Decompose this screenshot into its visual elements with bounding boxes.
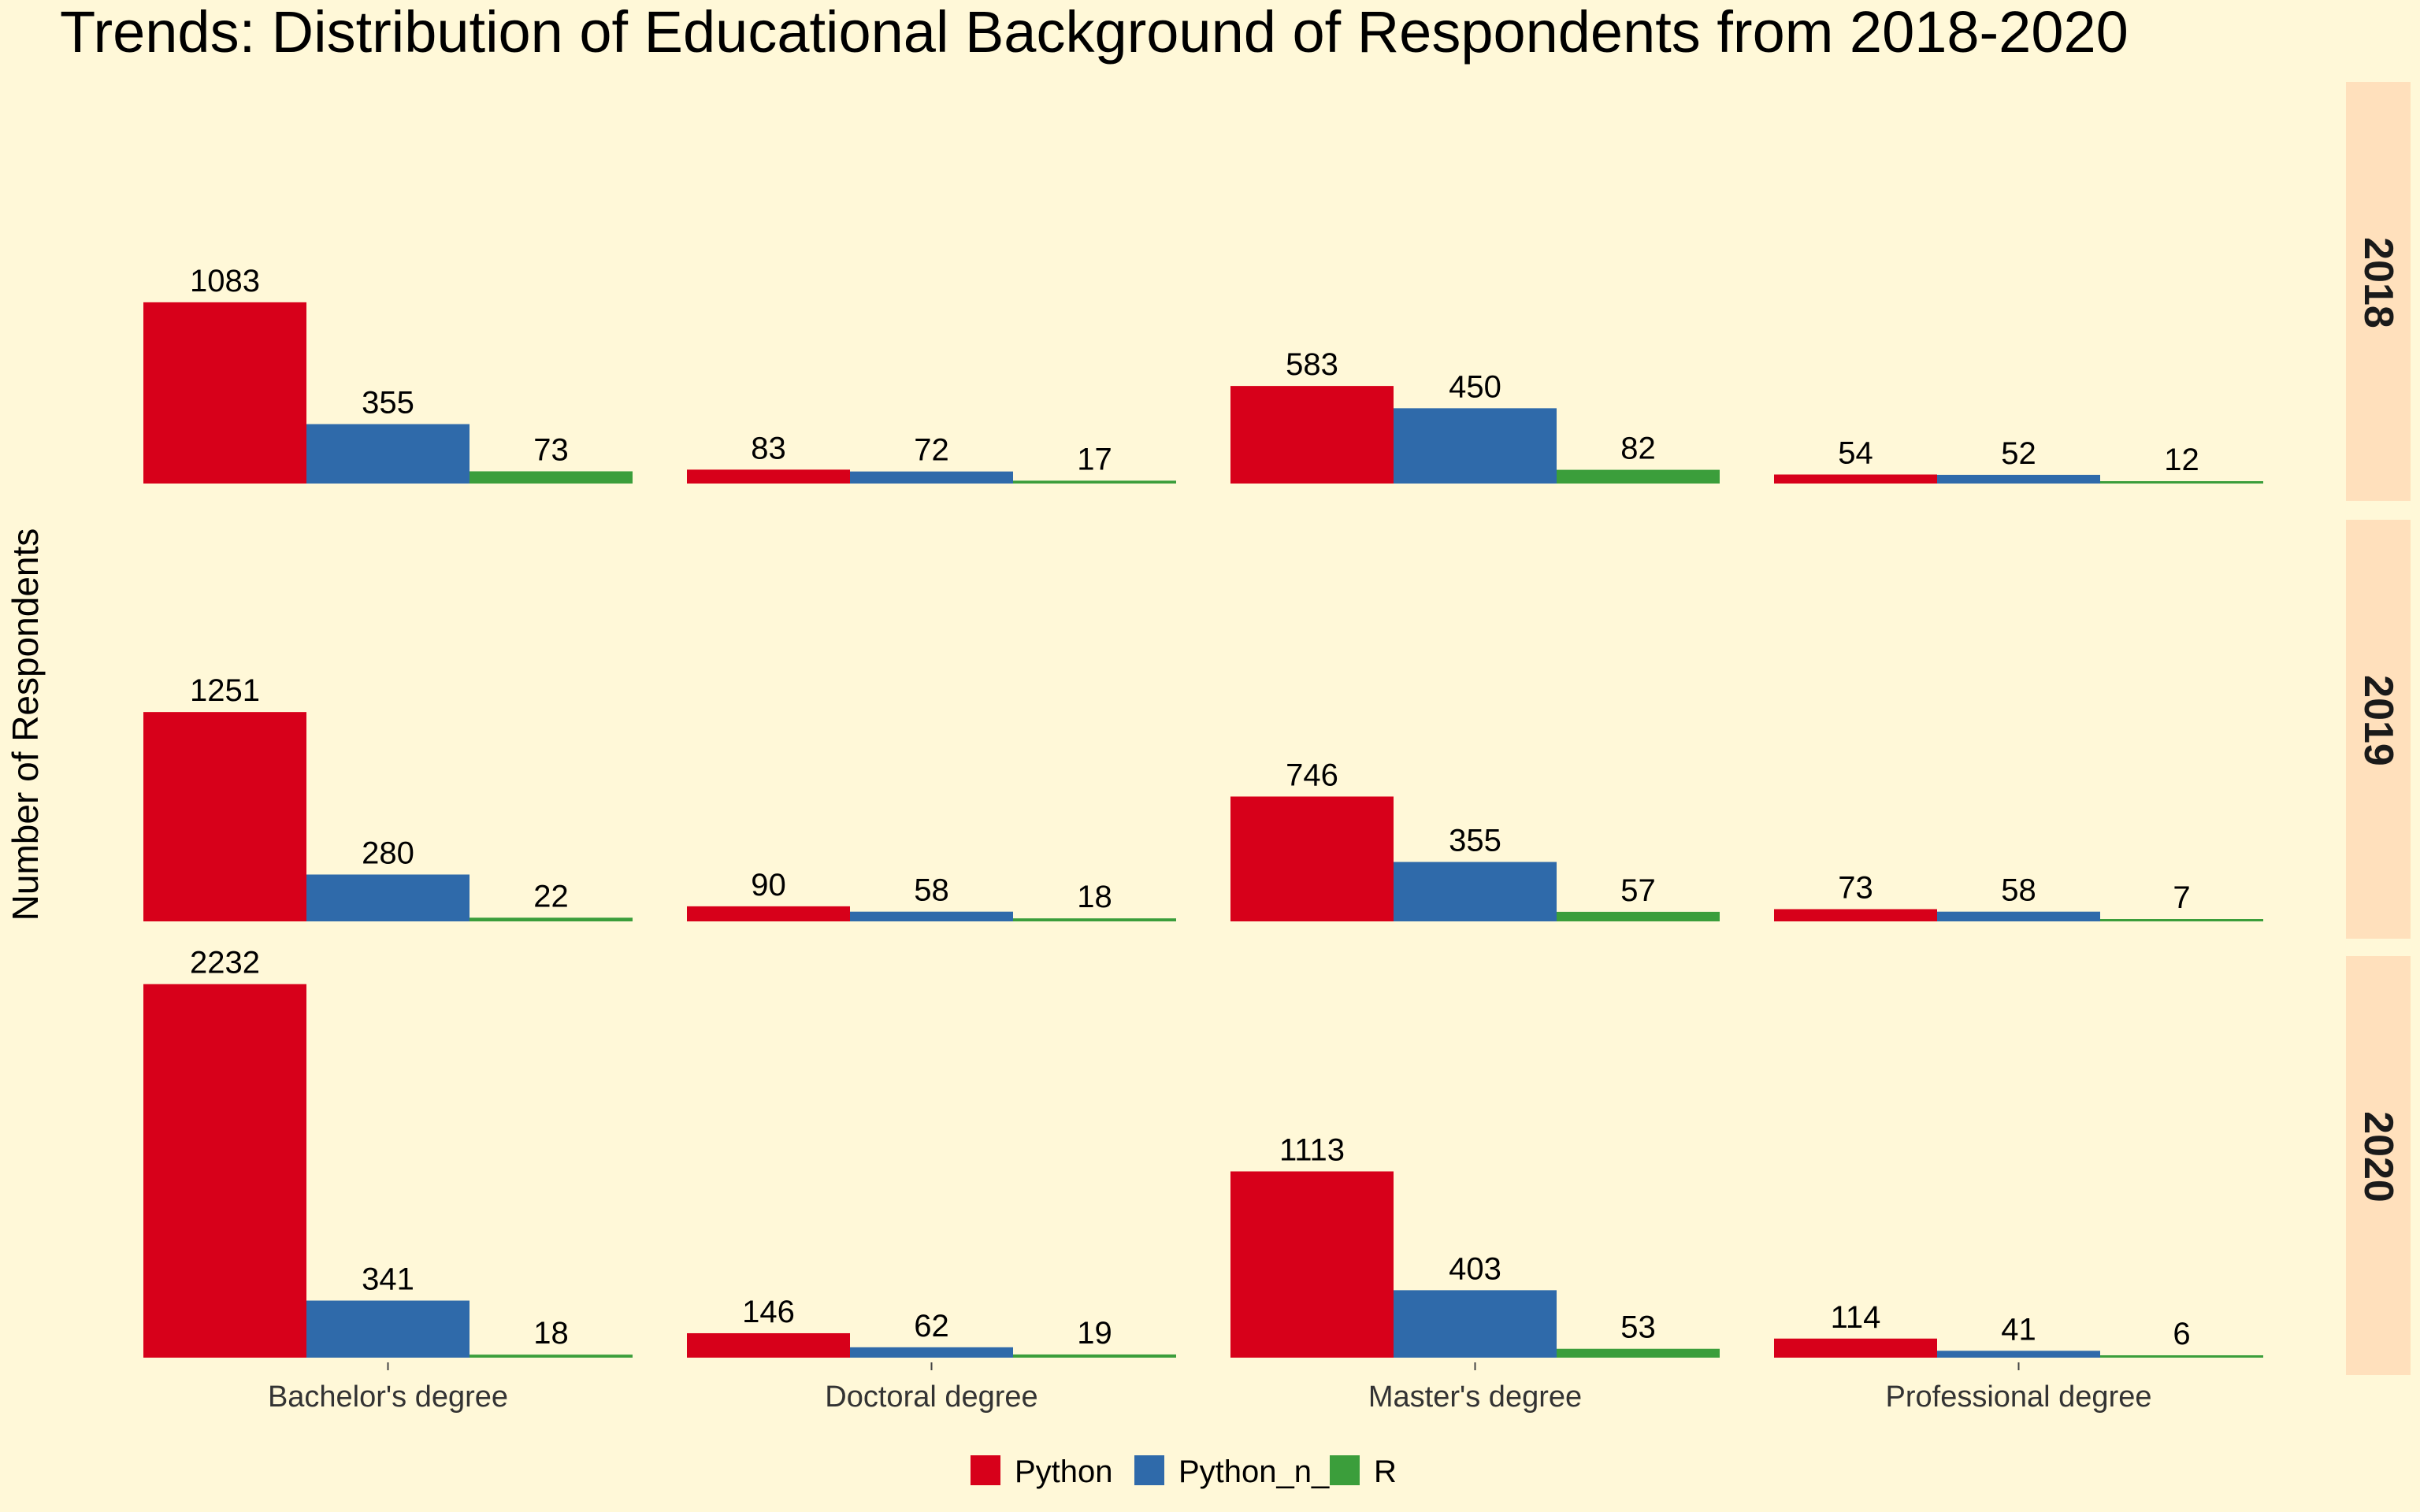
value-label-2020-master-s-degree-r: 53 <box>1620 1310 1656 1345</box>
bar-2020-master-s-degree-python <box>1230 1171 1394 1358</box>
bar-2019-master-s-degree-python-n-r <box>1394 862 1557 921</box>
value-label-2019-doctoral-degree-python: 90 <box>751 868 786 902</box>
legend-swatch-python <box>971 1455 1000 1485</box>
value-label-2018-professional-degree-python: 54 <box>1838 436 1873 471</box>
bar-2020-professional-degree-python <box>1774 1338 1937 1358</box>
legend-swatch-python-n-r <box>1134 1455 1164 1485</box>
chart-title: Trends: Distribution of Educational Back… <box>60 0 2129 65</box>
bar-2020-bachelor-s-degree-python-n-r <box>306 1300 470 1358</box>
bar-2019-doctoral-degree-r <box>1013 918 1176 921</box>
value-label-2018-professional-degree-python-n-r: 52 <box>2001 436 2036 471</box>
x-tick-label-master-s-degree: Master's degree <box>1368 1380 1582 1414</box>
bar-2019-bachelor-s-degree-python-n-r <box>306 874 470 921</box>
value-label-2018-bachelor-s-degree-python-n-r: 355 <box>362 386 414 421</box>
value-label-2018-bachelor-s-degree-r: 73 <box>533 432 569 467</box>
bar-2018-doctoral-degree-python <box>687 469 850 484</box>
value-label-2019-bachelor-s-degree-python: 1251 <box>190 673 260 708</box>
bar-2020-professional-degree-r <box>2100 1355 2263 1358</box>
x-tick-label-bachelor-s-degree: Bachelor's degree <box>268 1380 508 1414</box>
bar-2018-master-s-degree-python-n-r <box>1394 408 1557 484</box>
bar-2019-master-s-degree-r <box>1557 911 1720 921</box>
bar-2019-bachelor-s-degree-python <box>143 712 306 921</box>
bar-2019-bachelor-s-degree-r <box>470 917 633 921</box>
facet-strip-2020 <box>2346 956 2411 1375</box>
legend-label-python: Python <box>1015 1455 1113 1489</box>
bar-2018-doctoral-degree-python-n-r <box>850 471 1013 484</box>
value-label-2019-doctoral-degree-python-n-r: 58 <box>914 873 949 908</box>
value-label-2020-bachelor-s-degree-python-n-r: 341 <box>362 1262 414 1297</box>
value-label-2019-master-s-degree-python: 746 <box>1286 758 1338 792</box>
bar-2018-bachelor-s-degree-r <box>470 471 633 484</box>
value-label-2018-master-s-degree-python-n-r: 450 <box>1449 369 1501 404</box>
bar-2019-doctoral-degree-python-n-r <box>850 911 1013 921</box>
value-label-2019-master-s-degree-r: 57 <box>1620 873 1656 908</box>
value-label-2019-bachelor-s-degree-r: 22 <box>533 879 569 914</box>
facet-label-2018: 2018 <box>2355 237 2401 328</box>
bar-2019-professional-degree-python-n-r <box>1937 911 2100 921</box>
value-label-2018-bachelor-s-degree-python: 1083 <box>190 264 260 298</box>
value-label-2018-doctoral-degree-r: 17 <box>1077 442 1112 476</box>
value-label-2019-master-s-degree-python-n-r: 355 <box>1449 824 1501 858</box>
value-label-2018-master-s-degree-python: 583 <box>1286 347 1338 382</box>
bar-2019-master-s-degree-python <box>1230 796 1394 921</box>
facet-strip-2019 <box>2346 520 2411 939</box>
value-label-2018-professional-degree-r: 12 <box>2164 443 2199 477</box>
value-label-2020-bachelor-s-degree-r: 18 <box>533 1316 569 1351</box>
value-label-2020-master-s-degree-python-n-r: 403 <box>1449 1251 1501 1286</box>
value-label-2019-professional-degree-python-n-r: 58 <box>2001 873 2036 908</box>
bar-2020-bachelor-s-degree-r <box>470 1354 633 1358</box>
x-axis-categories: Bachelor's degree Doctoral degree Master's… <box>268 1362 2152 1414</box>
bar-2019-doctoral-degree-python <box>687 906 850 921</box>
value-label-2020-professional-degree-r: 6 <box>2173 1317 2190 1351</box>
value-label-2018-master-s-degree-r: 82 <box>1620 432 1656 466</box>
facet-strip-2018 <box>2346 82 2411 501</box>
value-label-2020-master-s-degree-python: 1113 <box>1279 1132 1345 1167</box>
bar-2020-doctoral-degree-python-n-r <box>850 1347 1013 1358</box>
value-label-2020-professional-degree-python: 114 <box>1831 1300 1881 1335</box>
bar-2018-master-s-degree-python <box>1230 386 1394 484</box>
value-label-2020-doctoral-degree-r: 19 <box>1077 1316 1112 1351</box>
bar-2018-master-s-degree-r <box>1557 469 1720 484</box>
bar-2020-bachelor-s-degree-python <box>143 984 306 1358</box>
bar-2019-professional-degree-r <box>2100 919 2263 921</box>
value-label-2020-doctoral-degree-python-n-r: 62 <box>914 1309 949 1343</box>
bar-2018-professional-degree-r <box>2100 481 2263 484</box>
legend: Python Python_n_R R <box>971 1455 1397 1489</box>
legend-label-r: R <box>1374 1455 1397 1489</box>
bar-2020-doctoral-degree-r <box>1013 1354 1176 1358</box>
value-label-2020-bachelor-s-degree-python: 2232 <box>190 946 260 980</box>
facet-label-2020: 2020 <box>2355 1111 2401 1203</box>
bar-2020-master-s-degree-r <box>1557 1348 1720 1358</box>
bar-2020-doctoral-degree-python <box>687 1332 850 1358</box>
bar-2018-bachelor-s-degree-python-n-r <box>306 424 470 484</box>
facet-strips: 2018 2019 2020 <box>2346 82 2411 1375</box>
value-label-2020-professional-degree-python-n-r: 41 <box>2001 1312 2036 1347</box>
bar-2019-professional-degree-python <box>1774 909 1937 921</box>
value-label-2019-bachelor-s-degree-python-n-r: 280 <box>362 836 414 871</box>
bar-2018-bachelor-s-degree-python <box>143 302 306 484</box>
value-label-2019-doctoral-degree-r: 18 <box>1077 880 1112 914</box>
value-label-2019-professional-degree-r: 7 <box>2173 880 2190 915</box>
bar-2018-professional-degree-python <box>1774 474 1937 484</box>
legend-label-python-n-r: Python_n_R <box>1178 1455 1352 1489</box>
chart-panels: 1083 355 73 83 72 17 583 450 82 54 52 12 1251 280 22 90… <box>143 264 2263 1358</box>
facet-label-2019: 2019 <box>2355 675 2401 766</box>
x-tick-label-doctoral-degree: Doctoral degree <box>825 1380 1037 1414</box>
y-axis-label: Number of Respondents <box>5 528 46 921</box>
value-label-2019-professional-degree-python: 73 <box>1838 870 1873 905</box>
bar-2018-professional-degree-python-n-r <box>1937 474 2100 484</box>
value-label-2018-doctoral-degree-python-n-r: 72 <box>914 433 949 468</box>
value-label-2018-doctoral-degree-python: 83 <box>751 431 786 465</box>
bar-2020-master-s-degree-python-n-r <box>1394 1290 1557 1358</box>
value-label-2020-doctoral-degree-python: 146 <box>742 1295 795 1329</box>
x-tick-label-professional-degree: Professional degree <box>1886 1380 2152 1414</box>
bar-2020-professional-degree-python-n-r <box>1937 1351 2100 1358</box>
legend-swatch-r <box>1330 1455 1360 1485</box>
bar-2018-doctoral-degree-r <box>1013 480 1176 484</box>
